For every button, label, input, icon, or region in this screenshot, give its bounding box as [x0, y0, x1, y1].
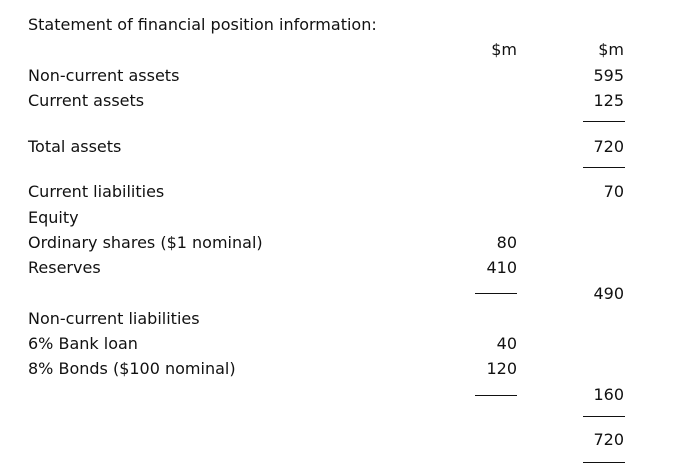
total-rule: [583, 167, 625, 168]
value-reserves: 410: [486, 258, 517, 277]
row-label-ordinary-shares: Ordinary shares ($1 nominal): [28, 233, 263, 252]
value-grand-total: 720: [593, 430, 624, 449]
value-bonds: 120: [486, 359, 517, 378]
grand-total-rule: [583, 462, 625, 463]
column-header-1: $m: [491, 40, 517, 59]
ncl-subtotal-rule: [475, 395, 517, 396]
value-current-assets: 125: [593, 91, 624, 110]
row-label-current-liabilities: Current liabilities: [28, 182, 165, 201]
column-header-2: $m: [598, 40, 624, 59]
statement-title: Statement of financial position informat…: [28, 15, 377, 34]
value-equity-total: 490: [593, 284, 624, 303]
row-label-non-current-assets: Non-current assets: [28, 66, 180, 85]
row-label-total-assets: Total assets: [28, 137, 122, 156]
row-label-non-current-liabilities: Non-current liabilities: [28, 309, 200, 328]
subtotal-rule: [583, 121, 625, 122]
value-ordinary-shares: 80: [496, 233, 517, 252]
value-bank-loan: 40: [496, 334, 517, 353]
row-label-reserves: Reserves: [28, 258, 101, 277]
equity-subtotal-rule: [475, 293, 517, 294]
row-label-bonds: 8% Bonds ($100 nominal): [28, 359, 236, 378]
value-current-liabilities: 70: [603, 182, 624, 201]
value-non-current-assets: 595: [593, 66, 624, 85]
value-total-assets: 720: [593, 137, 624, 156]
row-label-bank-loan: 6% Bank loan: [28, 334, 138, 353]
pre-grand-total-rule: [583, 416, 625, 417]
row-label-current-assets: Current assets: [28, 91, 145, 110]
row-label-equity: Equity: [28, 208, 79, 227]
value-ncl-total: 160: [593, 385, 624, 404]
